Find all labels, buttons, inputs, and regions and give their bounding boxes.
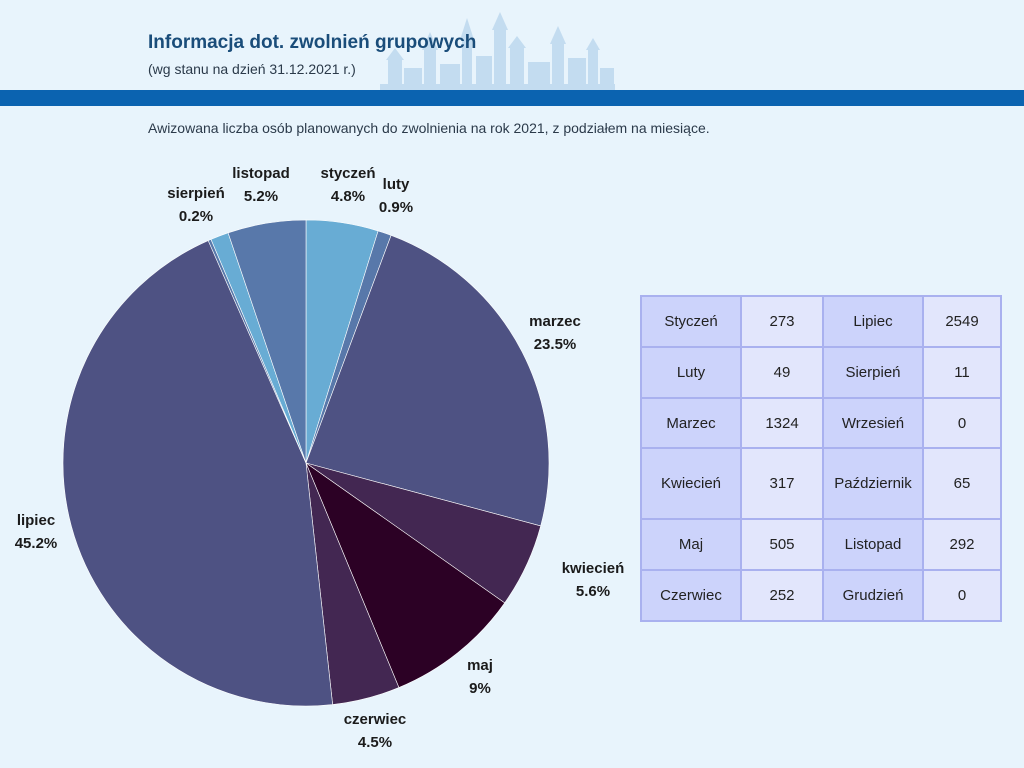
table-row: Marzec 1324 Wrzesień 0 — [640, 397, 1002, 449]
slice-label-czerwiec: czerwiec — [344, 711, 407, 728]
header-band — [0, 90, 1024, 106]
chart-caption: Awizowana liczba osób planowanych do zwo… — [148, 120, 710, 136]
month-label: Maj — [640, 518, 742, 571]
month-label: Styczeń — [640, 295, 742, 348]
month-label: Marzec — [640, 397, 742, 449]
month-value: 0 — [922, 569, 1002, 622]
monthly-values-table: Styczeń 273 Lipiec 2549 Luty 49 Sierpień… — [640, 295, 1002, 622]
month-value: 49 — [740, 346, 824, 399]
table-row: Kwiecień 317 Październik 65 — [640, 447, 1002, 520]
month-label: Listopad — [822, 518, 924, 571]
slice-percent-sierpień: 0.2% — [179, 208, 213, 225]
table-row: Luty 49 Sierpień 11 — [640, 346, 1002, 399]
slice-label-kwiecień: kwiecień — [562, 560, 625, 577]
month-value: 292 — [922, 518, 1002, 571]
city-skyline-illustration — [380, 12, 615, 92]
month-label: Luty — [640, 346, 742, 399]
slice-percent-luty: 0.9% — [379, 199, 413, 216]
slice-percent-marzec: 23.5% — [534, 336, 577, 353]
slice-label-luty: luty — [383, 176, 410, 193]
slice-percent-styczeń: 4.8% — [331, 188, 365, 205]
month-value: 65 — [922, 447, 1002, 520]
slice-label-marzec: marzec — [529, 313, 581, 330]
table-row: Maj 505 Listopad 292 — [640, 518, 1002, 571]
table-row: Czerwiec 252 Grudzień 0 — [640, 569, 1002, 622]
month-value: 2549 — [922, 295, 1002, 348]
slice-percent-kwiecień: 5.6% — [576, 583, 610, 600]
month-label: Sierpień — [822, 346, 924, 399]
slice-percent-listopad: 5.2% — [244, 188, 278, 205]
month-label: Październik — [822, 447, 924, 520]
month-label: Lipiec — [822, 295, 924, 348]
slice-label-styczeń: styczeń — [320, 165, 375, 182]
month-value: 252 — [740, 569, 824, 622]
month-label: Czerwiec — [640, 569, 742, 622]
month-value: 1324 — [740, 397, 824, 449]
slice-percent-czerwiec: 4.5% — [358, 734, 392, 751]
slice-percent-lipiec: 45.2% — [15, 535, 58, 552]
table-row: Styczeń 273 Lipiec 2549 — [640, 295, 1002, 348]
month-label: Grudzień — [822, 569, 924, 622]
slice-label-listopad: listopad — [232, 165, 290, 182]
slice-label-maj: maj — [467, 657, 493, 674]
month-value: 11 — [922, 346, 1002, 399]
month-value: 505 — [740, 518, 824, 571]
page-title: Informacja dot. zwolnień grupowych — [148, 32, 477, 53]
pie-slice-lipiec — [62, 240, 333, 707]
page-subtitle: (wg stanu na dzień 31.12.2021 r.) — [148, 61, 356, 77]
pie-chart: styczeń 4.8% luty 0.9% marzec 23.5% kwiecień 5.… — [15, 165, 625, 751]
month-value: 273 — [740, 295, 824, 348]
month-value: 317 — [740, 447, 824, 520]
slice-label-lipiec: lipiec — [17, 512, 55, 529]
slice-label-sierpień: sierpień — [167, 185, 225, 202]
month-label: Wrzesień — [822, 397, 924, 449]
month-label: Kwiecień — [640, 447, 742, 520]
month-value: 0 — [922, 397, 1002, 449]
pie-slice-marzec — [305, 235, 550, 527]
slice-percent-maj: 9% — [469, 680, 491, 697]
pie-slice-maj — [305, 462, 506, 688]
pie-slice-listopad — [227, 219, 307, 464]
